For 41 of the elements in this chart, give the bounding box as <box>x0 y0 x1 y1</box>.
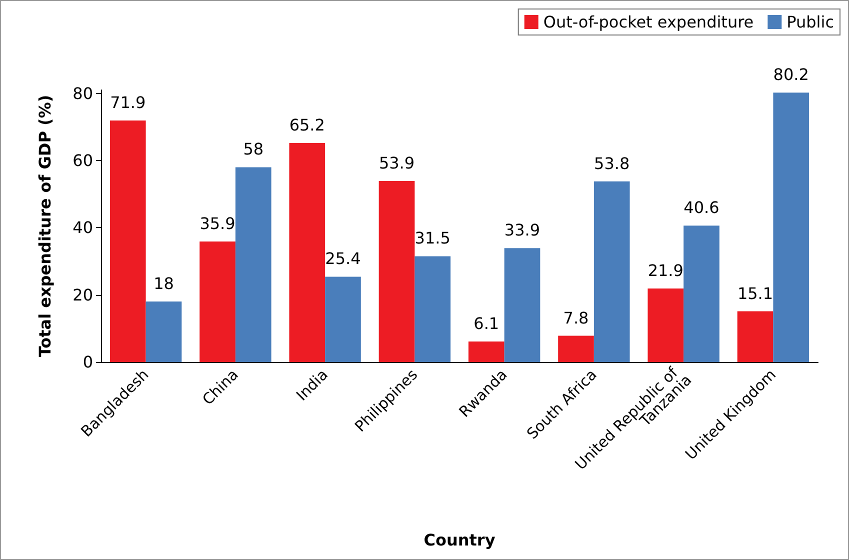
data-label: 71.9 <box>110 93 146 112</box>
bar <box>325 276 361 362</box>
data-label: 7.8 <box>563 308 589 328</box>
y-tick-label: 20 <box>72 285 93 304</box>
data-label: 33.9 <box>504 220 540 240</box>
legend-label: Public <box>786 12 834 32</box>
bar <box>648 288 684 362</box>
bar <box>773 92 810 362</box>
bar <box>146 302 182 362</box>
bar <box>594 181 630 362</box>
data-label: 25.4 <box>325 249 361 268</box>
bar <box>110 120 146 362</box>
bar <box>289 143 326 362</box>
bar <box>504 248 540 362</box>
data-label: 53.8 <box>594 154 630 173</box>
data-label: 53.9 <box>378 154 415 173</box>
bar <box>737 311 774 362</box>
y-tick-label: 0 <box>82 352 93 372</box>
data-label: 6.1 <box>474 314 500 334</box>
legend-label: Out-of-pocket expenditure <box>543 12 754 32</box>
data-label: 58 <box>243 140 264 159</box>
data-label: 18 <box>154 274 174 294</box>
data-label: 31.5 <box>414 228 450 248</box>
data-label: 40.6 <box>684 198 720 218</box>
data-label: 15.1 <box>737 284 774 303</box>
bar <box>684 226 720 362</box>
y-tick-label: 60 <box>72 151 93 170</box>
y-tick-label: 80 <box>72 84 93 103</box>
bar <box>468 342 504 362</box>
bar <box>235 167 272 362</box>
y-axis-title: Total expenditure of GDP (%) <box>36 94 54 358</box>
bar <box>378 181 415 362</box>
x-axis-title: Country <box>424 530 496 550</box>
bar <box>558 336 594 362</box>
data-label: 65.2 <box>289 116 325 135</box>
bar <box>200 241 236 362</box>
data-label: 80.2 <box>773 65 809 84</box>
data-label: 35.9 <box>200 214 236 233</box>
y-tick-label: 40 <box>72 218 93 238</box>
data-label: 21.9 <box>648 260 684 280</box>
bar <box>414 256 451 362</box>
